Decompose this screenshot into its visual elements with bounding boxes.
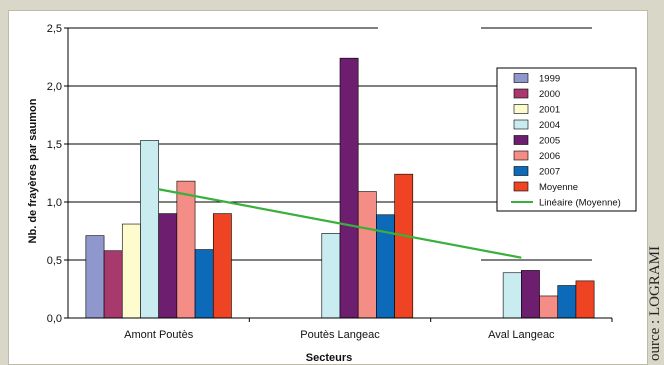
legend-swatch: [513, 73, 529, 83]
y-axis-title: Nb. de frayères par saumon: [27, 98, 39, 243]
bar: [357, 191, 377, 319]
y-tick-label: 0,0: [47, 313, 62, 325]
legend-swatch: [513, 104, 529, 114]
y-tick-label: 0,5: [47, 255, 62, 267]
legend-label: Moyenne: [539, 182, 578, 193]
legend-swatch: [513, 150, 529, 161]
x-tick-label: Poutès Langeac: [300, 329, 380, 341]
trendline-line: [158, 188, 522, 259]
y-tick-label: 2,0: [47, 81, 62, 93]
bar: [140, 140, 159, 319]
legend-label: 2004: [539, 120, 560, 131]
x-axis-title: Secteurs: [306, 352, 352, 364]
legend-label: 2007: [539, 167, 560, 178]
bar: [521, 270, 540, 319]
bars: [85, 57, 595, 319]
bar: [575, 280, 595, 319]
y-tick-label: 1,0: [47, 197, 62, 209]
bar: [539, 295, 559, 319]
bar: [557, 285, 577, 319]
legend-swatch: [513, 166, 529, 176]
legend-label: 2005: [539, 136, 560, 147]
bar: [194, 249, 214, 319]
legend-swatch: [513, 88, 529, 99]
legend-swatch: [513, 135, 529, 145]
x-tick-label: Aval Langeac: [488, 329, 555, 341]
legend-label: 1999: [539, 74, 560, 85]
bar: [121, 223, 141, 319]
bar: [339, 57, 359, 319]
bar: [103, 250, 123, 319]
y-tick-label: 2,5: [47, 23, 62, 35]
y-axis: 0,0 0,5 1,0 1,5 2,0 2,5: [47, 23, 69, 325]
legend-swatch: [513, 181, 529, 192]
legend-label: 2001: [539, 105, 560, 116]
bar: [85, 235, 105, 319]
bar: [176, 180, 196, 319]
x-axis: Amont Poutès Poutès Langeac Aval Langeac: [68, 317, 613, 341]
y-tick-label: 1,5: [47, 139, 62, 151]
x-tick-label: Amont Poutès: [124, 329, 194, 341]
bar: [502, 272, 522, 319]
legend-swatch: [513, 119, 529, 130]
legend-label: 2006: [539, 151, 560, 162]
bar: [394, 173, 414, 319]
source-credit: ource : LOGRAMI: [647, 246, 663, 361]
bar: [321, 233, 341, 319]
legend: 1999 2000 2001 2004 2005 2006 2007 Moyenne Linéa…: [496, 67, 637, 212]
legend-label: Linéaire (Moyenne): [539, 198, 621, 209]
bar: [158, 213, 178, 319]
legend-label: 2000: [539, 89, 560, 100]
trendline: [158, 188, 522, 259]
bar: [212, 213, 232, 319]
